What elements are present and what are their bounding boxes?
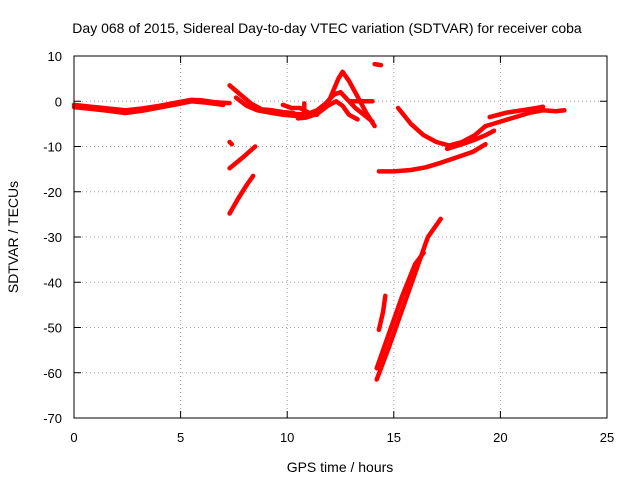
series-layer — [71, 61, 567, 382]
data-trace-17 — [376, 141, 488, 174]
data-trace-13 — [227, 173, 256, 216]
x-tick-label: 15 — [387, 430, 401, 445]
y-tick-label: -70 — [43, 411, 62, 426]
data-trace-11 — [227, 139, 235, 147]
x-tick-label: 5 — [177, 430, 184, 445]
data-trace-7 — [280, 102, 320, 118]
data-trace-2 — [71, 99, 226, 116]
data-trace-16 — [374, 250, 426, 371]
y-axis-label: SDTVAR / TECUs — [5, 181, 21, 293]
y-tick-label: 0 — [55, 94, 62, 109]
y-tick-label: 10 — [48, 49, 62, 64]
data-trace-14 — [376, 293, 388, 333]
y-tick-label: -20 — [43, 185, 62, 200]
data-trace-20 — [483, 108, 567, 129]
plot-frame — [73, 55, 608, 419]
data-trace-21 — [487, 104, 546, 120]
y-tick-label: -10 — [43, 140, 62, 155]
data-trace-6 — [295, 99, 360, 122]
data-trace-18 — [395, 105, 488, 148]
y-tick-label: -60 — [43, 366, 62, 381]
x-tick-label: 20 — [493, 430, 507, 445]
data-trace-12 — [227, 144, 258, 171]
x-tick-label: 10 — [280, 430, 294, 445]
data-trace-15 — [374, 216, 443, 382]
data-trace-5 — [252, 89, 375, 124]
chart-title: Day 068 of 2015, Sidereal Day-to-day VTE… — [72, 20, 582, 36]
data-trace-10 — [372, 61, 384, 68]
x-axis-label: GPS time / hours — [287, 459, 394, 475]
y-tick-label: -40 — [43, 275, 62, 290]
data-trace-19 — [444, 128, 497, 152]
x-tick-label: 0 — [70, 430, 77, 445]
y-tick-label: -30 — [43, 230, 62, 245]
y-tick-label: -50 — [43, 321, 62, 336]
x-tick-label: 25 — [600, 430, 614, 445]
